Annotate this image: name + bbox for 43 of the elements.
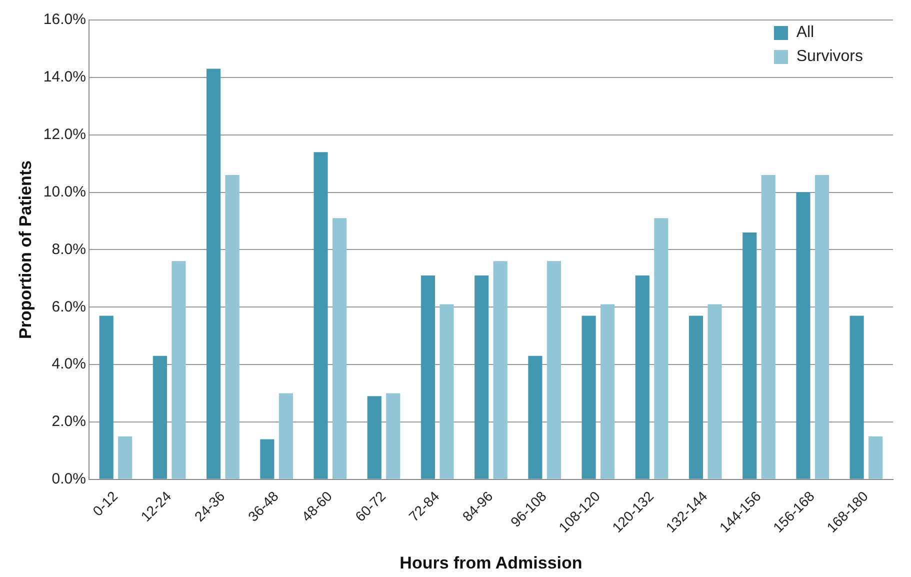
bar bbox=[314, 152, 328, 479]
y-tick-label: 12.0% bbox=[43, 126, 86, 143]
y-axis-title: Proportion of Patients bbox=[16, 160, 35, 339]
y-tick-label: 6.0% bbox=[52, 298, 86, 316]
bar bbox=[278, 393, 293, 479]
bar bbox=[206, 68, 221, 479]
y-tick-label: 16.0% bbox=[43, 11, 86, 28]
bar bbox=[440, 304, 454, 479]
bar bbox=[708, 304, 722, 479]
bar bbox=[332, 218, 347, 479]
bar bbox=[367, 396, 382, 479]
bar bbox=[474, 276, 489, 479]
bar bbox=[850, 316, 864, 479]
bar bbox=[118, 436, 132, 479]
bar bbox=[420, 276, 436, 479]
x-axis-title: Hours from Admission bbox=[400, 553, 582, 572]
y-tick-label: 14.0% bbox=[43, 68, 86, 86]
bar bbox=[172, 261, 186, 479]
bar bbox=[635, 276, 650, 479]
y-tick-label: 8.0% bbox=[52, 240, 86, 258]
bar bbox=[546, 261, 561, 479]
bar bbox=[814, 175, 830, 479]
bar bbox=[152, 356, 167, 479]
legend-label: All bbox=[796, 24, 814, 42]
y-tick-label: 0.0% bbox=[52, 470, 86, 488]
bar bbox=[493, 261, 508, 479]
bar bbox=[868, 436, 883, 479]
bar bbox=[600, 304, 615, 479]
bar bbox=[688, 316, 704, 479]
bar bbox=[796, 192, 810, 479]
bar bbox=[260, 439, 274, 479]
legend-label: Survivors bbox=[796, 48, 863, 66]
y-tick-label: 2.0% bbox=[52, 413, 86, 430]
bar bbox=[582, 316, 596, 479]
y-tick-label: 4.0% bbox=[52, 356, 86, 373]
bar bbox=[99, 316, 114, 479]
bar bbox=[225, 175, 240, 479]
bar bbox=[742, 232, 757, 479]
bar bbox=[761, 175, 776, 479]
y-tick-label: 10.0% bbox=[43, 183, 86, 200]
bar bbox=[528, 356, 542, 479]
bar bbox=[386, 393, 400, 479]
bar bbox=[654, 218, 668, 479]
